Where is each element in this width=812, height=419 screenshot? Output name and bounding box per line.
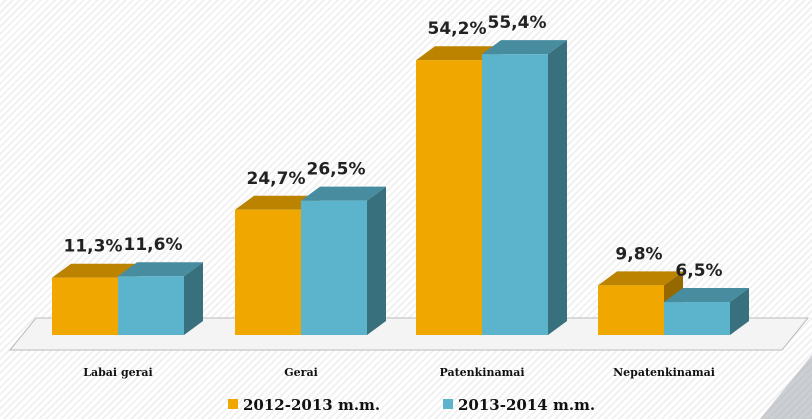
bar <box>598 285 664 335</box>
value-label: 26,5% <box>307 160 366 180</box>
bar-top <box>235 195 320 210</box>
value-label: 11,3% <box>64 237 123 257</box>
corner-logo <box>760 355 812 419</box>
bar-top <box>301 186 386 201</box>
bar-top <box>118 262 203 277</box>
x-tick-label: Nepatenkinamai <box>613 366 715 379</box>
x-tick-label: Labai gerai <box>83 366 152 379</box>
value-label: 6,5% <box>675 261 722 281</box>
bar-top <box>416 46 501 61</box>
bar <box>416 60 482 336</box>
value-label: 24,7% <box>247 169 306 189</box>
bar-top <box>482 40 567 55</box>
x-tick-label: Gerai <box>284 366 318 379</box>
value-label: 55,4% <box>488 13 547 33</box>
bar-side <box>730 288 749 335</box>
bar <box>118 276 184 335</box>
legend-swatch <box>443 399 453 409</box>
bar <box>52 277 118 335</box>
x-tick-label: Patenkinamai <box>439 366 524 379</box>
bar <box>235 209 301 335</box>
bar-top <box>52 263 137 278</box>
bar-top <box>598 271 683 286</box>
bar-side <box>184 262 203 335</box>
bar <box>482 54 548 335</box>
value-label: 54,2% <box>428 19 487 39</box>
legend-label: 2012-2013 m.m. <box>243 396 380 414</box>
legend-swatch <box>228 399 238 409</box>
bar <box>664 302 730 335</box>
bar-top <box>664 288 749 303</box>
legend-label: 2013-2014 m.m. <box>458 396 595 414</box>
value-label: 9,8% <box>615 244 662 264</box>
bar-side <box>367 186 386 335</box>
bar <box>301 200 367 335</box>
value-label: 11,6% <box>124 235 183 255</box>
bar-side <box>548 40 567 335</box>
